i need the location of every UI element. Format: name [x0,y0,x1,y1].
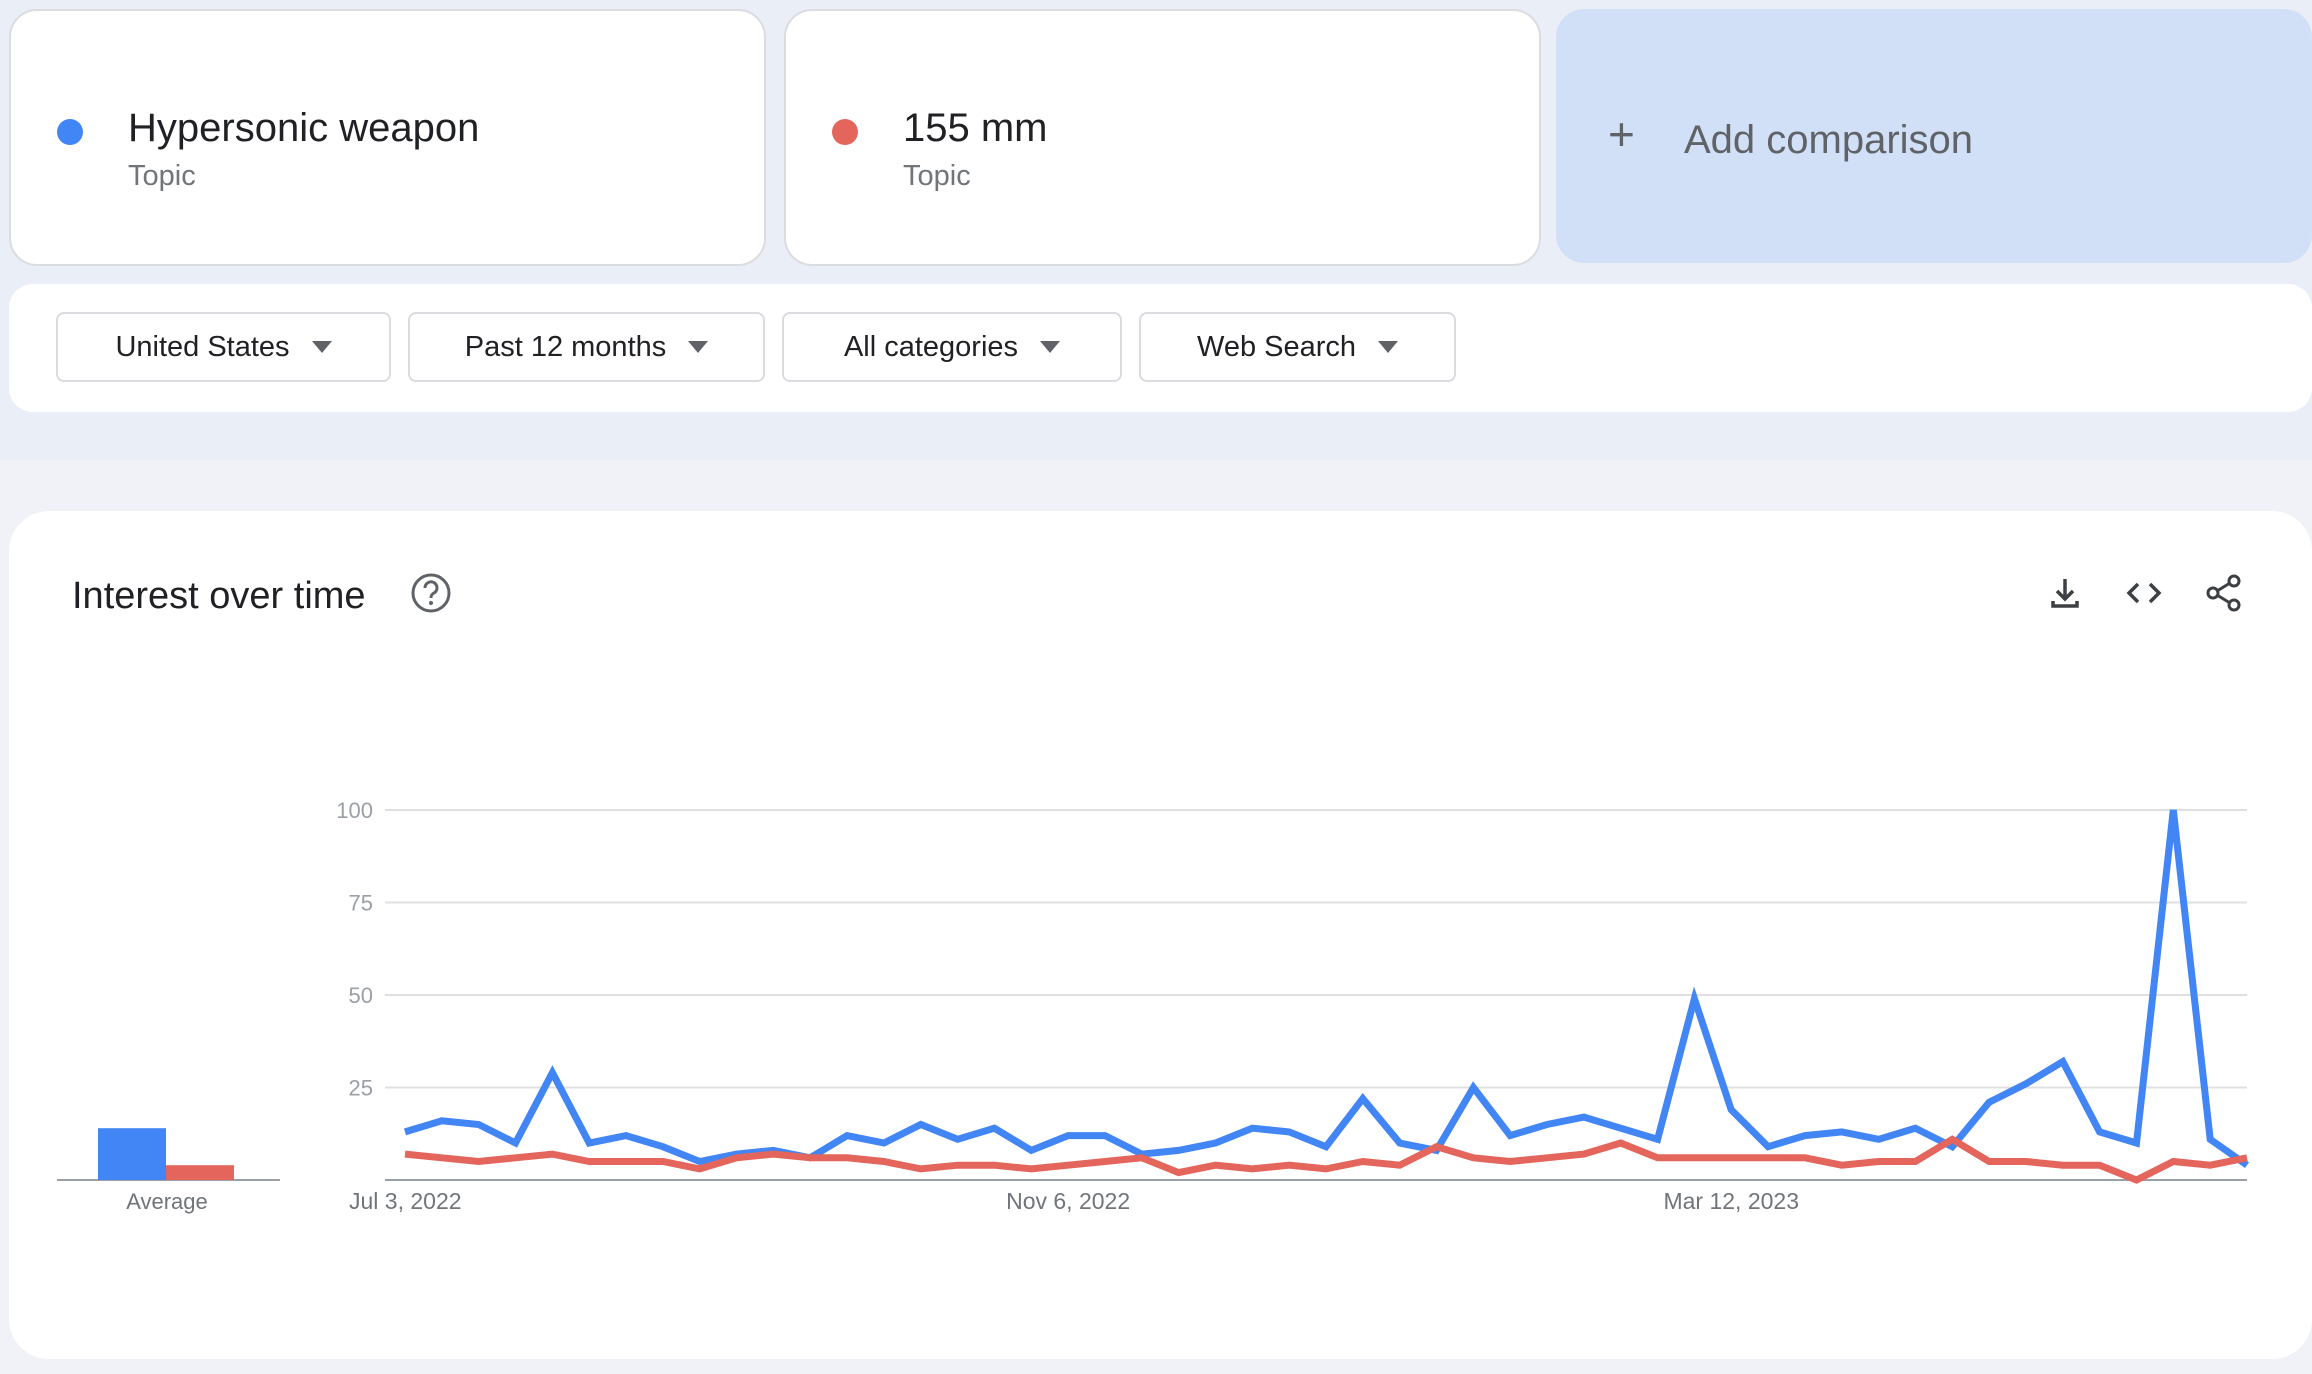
y-tick-label: 50 [349,983,373,1008]
dropdown-arrow-icon [311,341,332,353]
dropdown-arrow-icon [1378,341,1399,353]
embed-code-icon[interactable] [2124,573,2164,613]
search-term-name: Hypersonic weapon [128,106,480,150]
search-term-card-2[interactable]: 155 mm Topic [784,9,1541,266]
dropdown-arrow-icon [688,341,709,353]
average-label: Average [126,1189,208,1214]
category-dropdown-label: All categories [843,330,1019,363]
time-range-dropdown-label: Past 12 months [464,330,667,363]
y-tick-label: 100 [336,798,373,823]
series-line-1 [403,809,2250,1169]
average-bar-1 [98,1128,166,1180]
search-term-name: 155 mm [903,106,1048,150]
download-icon[interactable] [2045,573,2085,613]
search-type-dropdown[interactable]: Web Search [1139,312,1456,382]
search-term-type: Topic [903,160,971,192]
time-range-dropdown[interactable]: Past 12 months [408,312,765,382]
share-icon[interactable] [2204,573,2244,613]
category-dropdown[interactable]: All categories [782,312,1122,382]
series-line-2 [404,1135,2248,1184]
y-tick-label: 25 [349,1076,373,1101]
location-dropdown[interactable]: United States [56,312,391,382]
search-term-type: Topic [128,160,196,192]
help-icon[interactable] [410,572,452,614]
location-dropdown-label: United States [115,330,290,363]
search-term-card-1[interactable]: Hypersonic weapon Topic [9,9,766,266]
x-tick-label: Nov 6, 2022 [1006,1188,1130,1214]
search-type-dropdown-label: Web Search [1196,330,1357,363]
dropdown-arrow-icon [1040,341,1061,353]
y-tick-label: 75 [349,891,373,916]
filter-bar: United States Past 12 months All categor… [9,284,2312,412]
add-comparison-button[interactable]: + Add comparison [1556,9,2312,263]
interest-over-time-panel: Interest over time 25 50 75 100 Jul 3, 2022 N… [9,511,2312,1359]
x-tick-label: Jul 3, 2022 [349,1188,462,1214]
plus-icon: + [1608,108,1635,160]
series-color-dot [57,119,83,145]
interest-chart: 25 50 75 100 Jul 3, 2022 Nov 6, 2022 Mar 12, 2… [57,798,2250,1214]
series-color-dot [832,119,858,145]
add-comparison-label: Add comparison [1684,118,1974,162]
average-bar-2 [166,1165,234,1180]
panel-title: Interest over time [72,575,366,617]
x-tick-label: Mar 12, 2023 [1663,1188,1799,1214]
